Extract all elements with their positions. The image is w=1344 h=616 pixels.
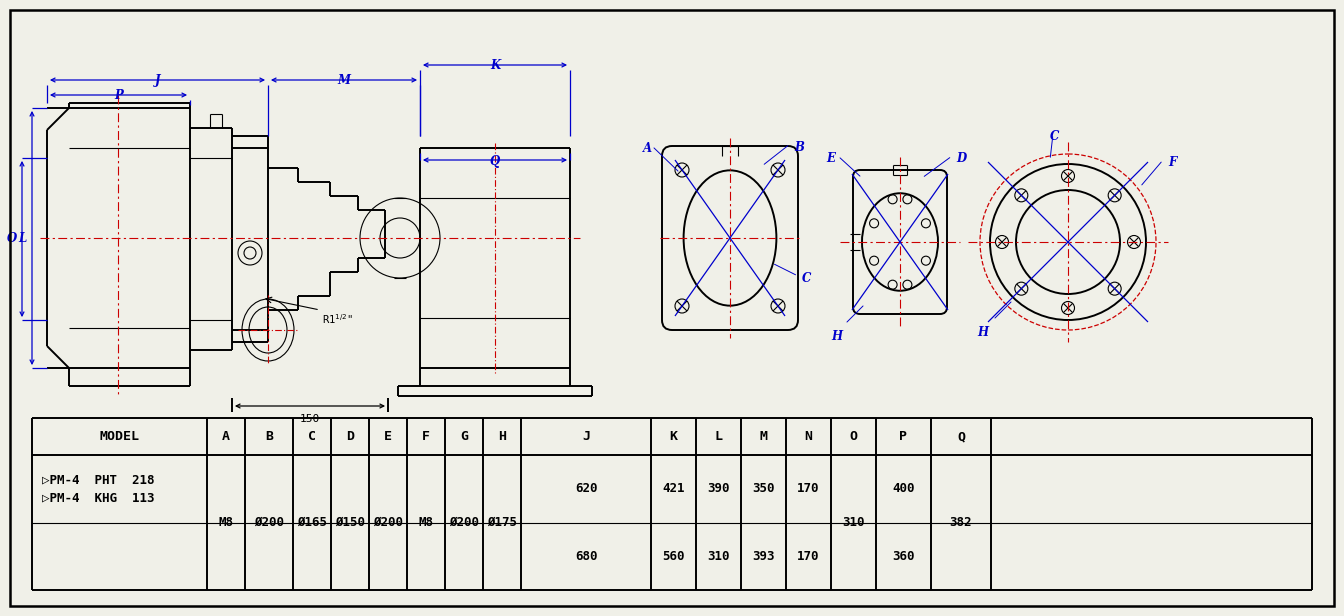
Text: F: F: [1168, 156, 1176, 169]
Text: C: C: [802, 272, 812, 285]
Text: Q: Q: [957, 430, 965, 443]
Text: M8: M8: [418, 516, 434, 529]
Text: M: M: [759, 430, 767, 443]
Text: P: P: [899, 430, 907, 443]
Text: 680: 680: [575, 549, 597, 563]
Text: G: G: [460, 430, 468, 443]
Text: J: J: [582, 430, 590, 443]
Text: Ø150: Ø150: [335, 516, 366, 529]
Text: N: N: [805, 430, 813, 443]
Text: A: A: [222, 430, 230, 443]
Text: E: E: [827, 152, 835, 165]
Text: 310: 310: [843, 516, 864, 529]
Text: Q: Q: [489, 155, 500, 168]
Text: O: O: [849, 430, 857, 443]
Text: 382: 382: [950, 516, 972, 529]
Text: M: M: [337, 74, 351, 87]
Text: C: C: [1050, 130, 1059, 143]
Text: 560: 560: [663, 549, 684, 563]
Text: K: K: [669, 430, 677, 443]
Text: L: L: [19, 232, 27, 245]
Text: 620: 620: [575, 482, 597, 495]
Text: 310: 310: [707, 549, 730, 563]
Text: 170: 170: [797, 482, 820, 495]
Text: D: D: [956, 152, 966, 165]
Text: H: H: [499, 430, 505, 443]
Text: ▷PM-4  KHG  113: ▷PM-4 KHG 113: [42, 491, 155, 505]
Text: M8: M8: [219, 516, 234, 529]
Text: F: F: [422, 430, 430, 443]
Text: Ø200: Ø200: [374, 516, 403, 529]
Text: Ø175: Ø175: [487, 516, 517, 529]
Text: 393: 393: [753, 549, 774, 563]
Text: O: O: [7, 232, 17, 246]
Text: B: B: [794, 141, 804, 154]
Text: D: D: [345, 430, 353, 443]
Text: Ø200: Ø200: [449, 516, 478, 529]
Text: A: A: [642, 142, 652, 155]
Text: H: H: [977, 326, 988, 339]
Text: P: P: [114, 89, 122, 102]
Text: E: E: [384, 430, 392, 443]
Text: L: L: [715, 430, 723, 443]
Text: MODEL: MODEL: [99, 430, 140, 443]
Text: K: K: [489, 59, 500, 72]
Text: C: C: [308, 430, 316, 443]
Text: 150: 150: [300, 414, 320, 424]
Text: B: B: [265, 430, 273, 443]
Text: Ø200: Ø200: [254, 516, 284, 529]
Text: ▷PM-4  PHT  218: ▷PM-4 PHT 218: [42, 473, 155, 486]
Text: 360: 360: [892, 549, 915, 563]
Text: 170: 170: [797, 549, 820, 563]
Text: 350: 350: [753, 482, 774, 495]
Text: J: J: [155, 74, 160, 87]
Text: 400: 400: [892, 482, 915, 495]
Text: 421: 421: [663, 482, 684, 495]
Text: H: H: [831, 330, 841, 343]
Text: R1$^{1/2}$": R1$^{1/2}$": [323, 312, 353, 326]
Text: Ø165: Ø165: [297, 516, 327, 529]
Text: 390: 390: [707, 482, 730, 495]
